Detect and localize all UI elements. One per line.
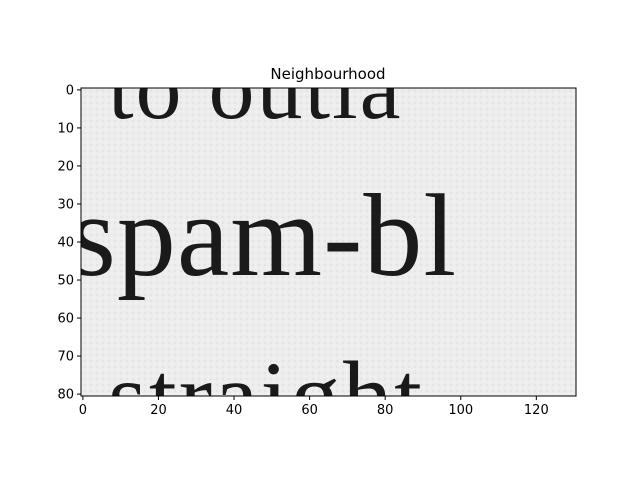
y-axis: 0 10 20 30 40 50 60 70 80 xyxy=(57,83,81,403)
text-line-1: to outla xyxy=(108,36,403,138)
y-tick-label: 40 xyxy=(57,236,74,251)
text-line-2: spam-bl xyxy=(70,170,457,301)
x-tick-label: 100 xyxy=(448,403,473,418)
x-axis: 0 20 40 60 80 100 120 xyxy=(79,396,549,418)
y-tick-label: 80 xyxy=(57,388,74,403)
y-tick-label: 0 xyxy=(66,83,74,98)
x-tick-label: 40 xyxy=(226,403,243,418)
x-tick-label: 0 xyxy=(79,403,87,418)
y-tick-label: 60 xyxy=(57,312,74,327)
y-tick-label: 20 xyxy=(57,159,74,174)
heatmap-image: to outla spam-bl straight xyxy=(70,36,576,452)
y-tick-label: 70 xyxy=(57,350,74,365)
y-tick-label: 50 xyxy=(57,274,74,289)
y-tick-label: 10 xyxy=(57,121,74,136)
x-tick-label: 120 xyxy=(524,403,549,418)
x-tick-label: 80 xyxy=(377,403,394,418)
text-line-3: straight xyxy=(108,341,424,452)
x-tick-label: 20 xyxy=(150,403,167,418)
x-tick-label: 60 xyxy=(301,403,318,418)
chart-title: Neighbourhood xyxy=(270,65,385,83)
y-tick-label: 30 xyxy=(57,197,74,212)
